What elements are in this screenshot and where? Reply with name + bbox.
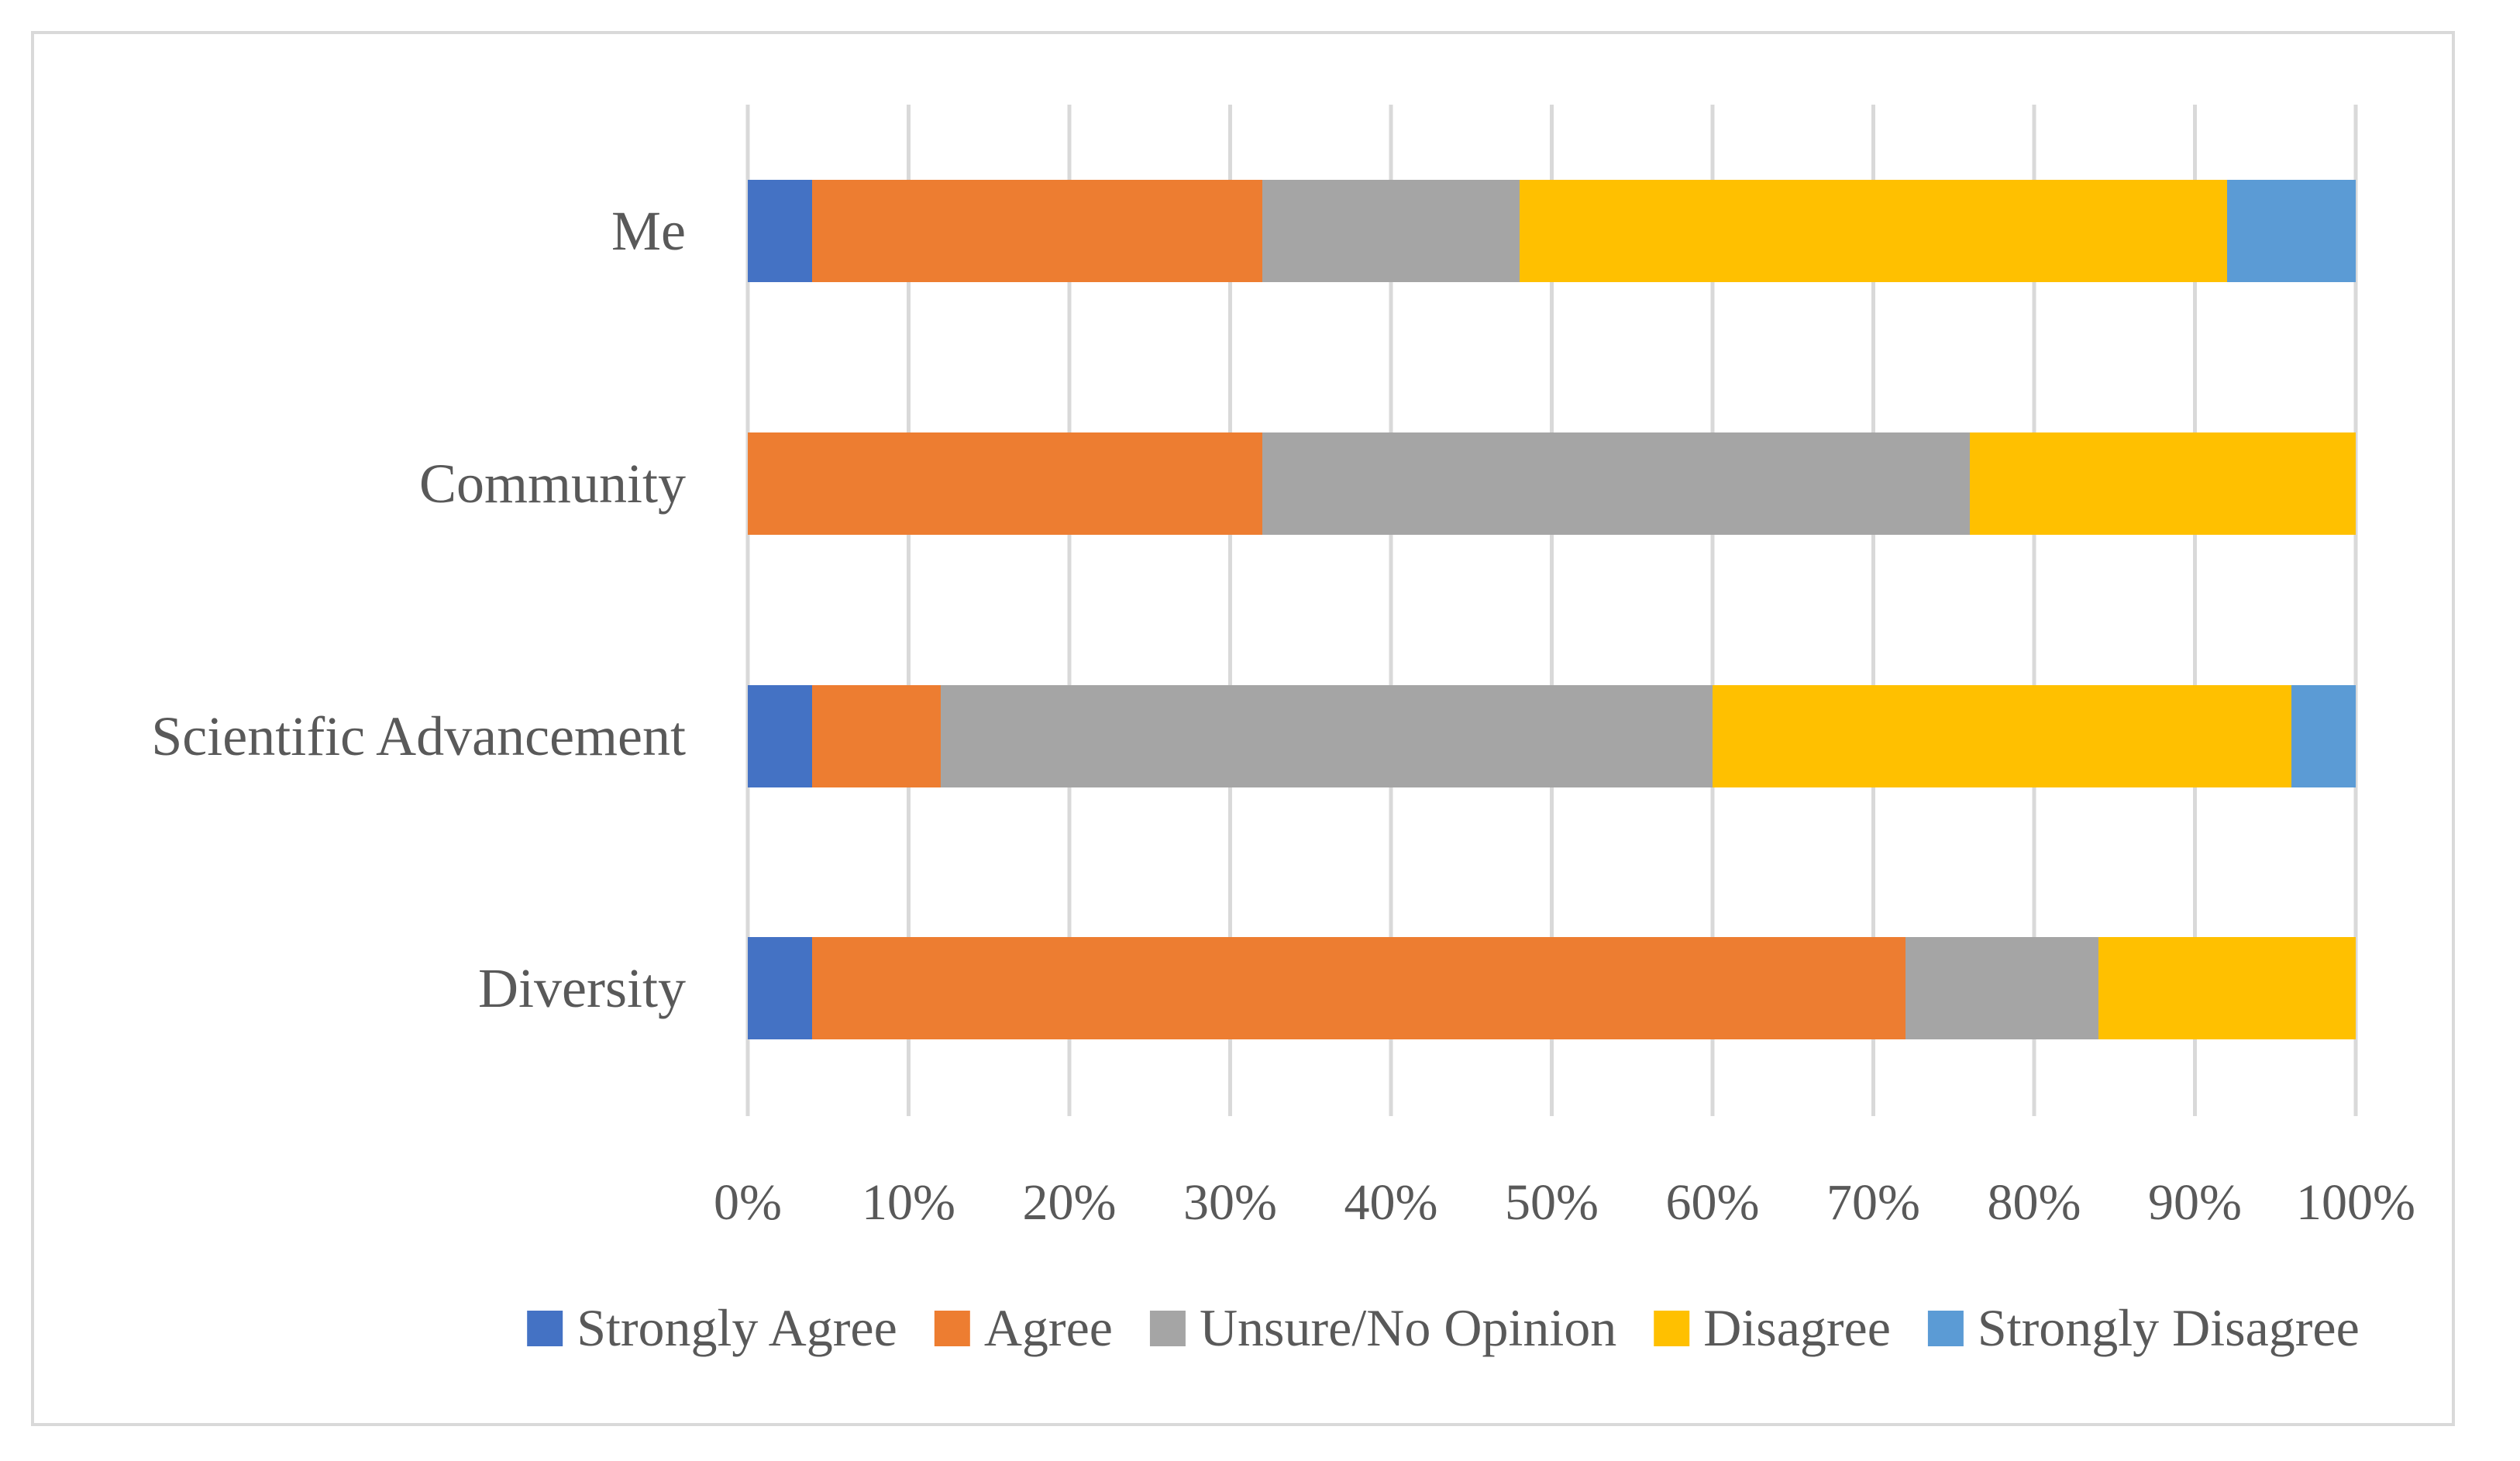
legend: Strongly Agree Agree Unsure/No Opinion Disa… <box>527 1298 2360 1357</box>
legend-swatch-strongly-disagree <box>1927 1311 1964 1346</box>
bar-diversity-unsure-no-opinion <box>1905 937 2098 1039</box>
bar-me-unsure-no-opinion <box>1262 180 1520 282</box>
x-axis-tick-labels: 0% 10% 20% 30% 40% 50% 60% 70% 80% 90% 100% <box>714 1174 2415 1231</box>
bar-me-disagree <box>1520 180 2227 282</box>
legend-swatch-disagree <box>1654 1311 1690 1346</box>
tick-label-90pct: 90% <box>2148 1174 2242 1231</box>
legend-label-unsure-no-opinion: Unsure/No Opinion <box>1200 1298 1616 1357</box>
tick-label-50pct: 50% <box>1505 1174 1599 1231</box>
bar-diversity-strongly-agree <box>748 937 812 1039</box>
category-label-community: Community <box>419 453 686 515</box>
tick-label-0pct: 0% <box>714 1174 782 1231</box>
tick-label-30pct: 30% <box>1183 1174 1277 1231</box>
category-label-diversity: Diversity <box>478 957 686 1019</box>
legend-label-agree: Agree <box>984 1298 1113 1357</box>
bar-scientific-advancement-unsure-no-opinion <box>941 685 1713 787</box>
bar-me-strongly-disagree <box>2227 180 2356 282</box>
bar-scientific-advancement-disagree <box>1713 685 2291 787</box>
legend-swatch-strongly-agree <box>527 1311 563 1346</box>
bar-scientific-advancement-strongly-disagree <box>2291 685 2356 787</box>
bar-me-strongly-agree <box>748 180 812 282</box>
bar-me-agree <box>812 180 1262 282</box>
category-labels: Me Community Scientific Advancement Diversi… <box>151 200 686 1019</box>
category-label-me: Me <box>611 200 686 262</box>
legend-label-disagree: Disagree <box>1703 1298 1891 1357</box>
bar-diversity-disagree <box>2098 937 2356 1039</box>
tick-label-70pct: 70% <box>1826 1174 1920 1231</box>
tick-label-80pct: 80% <box>1988 1174 2081 1231</box>
bar-community-agree <box>748 432 1262 535</box>
category-label-scientific-advancement: Scientific Advancement <box>151 705 686 767</box>
tick-label-40pct: 40% <box>1344 1174 1438 1231</box>
bar-community-unsure-no-opinion <box>1262 432 1970 535</box>
tick-label-20pct: 20% <box>1023 1174 1117 1231</box>
legend-label-strongly-disagree: Strongly Disagree <box>1978 1298 2360 1357</box>
bar-scientific-advancement-agree <box>812 685 941 787</box>
legend-swatch-unsure-no-opinion <box>1149 1311 1186 1346</box>
bars <box>748 180 2356 1039</box>
tick-label-100pct: 100% <box>2296 1174 2415 1231</box>
tick-label-60pct: 60% <box>1666 1174 1760 1231</box>
bar-scientific-advancement-strongly-agree <box>748 685 812 787</box>
bar-community-disagree <box>1970 432 2356 535</box>
legend-label-strongly-agree: Strongly Agree <box>577 1298 897 1357</box>
tick-label-10pct: 10% <box>862 1174 955 1231</box>
legend-swatch-agree <box>934 1311 970 1346</box>
bar-diversity-agree <box>812 937 1905 1039</box>
